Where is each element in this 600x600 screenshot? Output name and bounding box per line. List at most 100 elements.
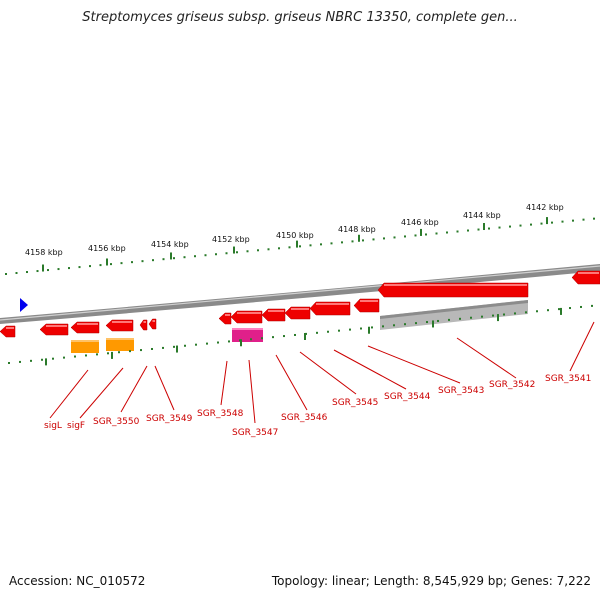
- gene-shine: [578, 272, 599, 274]
- ruler-dot: [509, 225, 511, 228]
- ruler-dot: [225, 252, 228, 255]
- orange-feature[interactable]: [71, 340, 99, 353]
- lower-track-dot: [536, 310, 538, 313]
- ruler-dot: [215, 253, 217, 256]
- page-title: Streptomyces griseus subsp. griseus NBRC…: [82, 10, 518, 25]
- gene-label[interactable]: SGR_3542: [489, 380, 535, 390]
- gene-shine: [237, 312, 261, 314]
- ruler-label: 4158 kbp: [25, 248, 63, 257]
- ruler-dot: [572, 219, 574, 222]
- ruler-dot: [414, 234, 417, 237]
- summary-text: Topology: linear; Length: 8,545,929 bp; …: [271, 574, 591, 588]
- pink-feature[interactable]: [232, 328, 263, 342]
- feature-shine: [106, 338, 134, 340]
- lower-track-dot: [525, 311, 527, 314]
- ruler-dot: [194, 255, 196, 258]
- ruler-major-tick: [296, 240, 298, 248]
- ruler-dot: [299, 245, 301, 248]
- lower-track-dot: [85, 354, 87, 357]
- gene-label[interactable]: SGR_3547: [232, 428, 278, 438]
- lower-track-dot: [283, 335, 285, 338]
- ruler-dot: [446, 231, 448, 234]
- ruler-dot: [267, 248, 270, 251]
- accession-text: Accession: NC_010572: [9, 574, 146, 588]
- ruler-label: 4156 kbp: [88, 244, 126, 253]
- lower-track-dot: [393, 324, 395, 327]
- gene-label-leader: [49, 369, 89, 419]
- lower-track-dot: [118, 351, 120, 354]
- lower-track-tick: [45, 358, 47, 366]
- ruler-dot: [435, 232, 438, 235]
- lower-track-dot: [151, 347, 153, 350]
- gene-shine: [268, 310, 284, 312]
- gene-shine: [6, 327, 14, 329]
- lower-track-dot: [492, 314, 494, 317]
- gene-shine: [291, 308, 309, 310]
- gene-label[interactable]: SGR_3545: [332, 398, 378, 408]
- gene-label-leader: [333, 349, 407, 390]
- gene-shine: [360, 300, 378, 302]
- gene-shine: [46, 325, 67, 327]
- lower-track-dot: [217, 341, 219, 344]
- gene-shine: [384, 284, 527, 286]
- lower-track-tick: [497, 314, 499, 322]
- lower-track-dot: [162, 346, 164, 349]
- gene-label[interactable]: SGR_3541: [545, 374, 591, 384]
- gene-label[interactable]: SGR_3543: [438, 386, 484, 396]
- gene-label-leader: [367, 345, 461, 384]
- ruler-dot: [141, 260, 144, 263]
- ruler-dot: [288, 246, 291, 249]
- lower-track-dot: [173, 345, 175, 348]
- ruler-dot: [561, 220, 564, 223]
- ruler-dot: [173, 257, 175, 260]
- gene-label[interactable]: SGR_3548: [197, 409, 244, 419]
- gene-arrow[interactable]: [309, 301, 351, 316]
- ruler-dot: [183, 256, 186, 259]
- gene-label-leader: [275, 354, 308, 411]
- lower-track-dot: [107, 352, 109, 355]
- gene-shine: [152, 320, 155, 322]
- ruler-dot: [341, 241, 343, 244]
- ruler-dot: [582, 218, 585, 221]
- ruler-major-tick: [546, 217, 548, 225]
- ruler-dot: [519, 224, 522, 227]
- ruler-label: 4146 kbp: [401, 218, 439, 227]
- origin-marker-icon[interactable]: [20, 298, 28, 312]
- lower-track-dot: [294, 333, 296, 336]
- gene-label-leader: [120, 365, 148, 413]
- ruler-major-tick: [483, 223, 485, 231]
- lower-track-dot: [206, 342, 208, 345]
- gene-label[interactable]: SGR_3549: [146, 414, 193, 424]
- orange-feature[interactable]: [106, 338, 134, 351]
- gene-label[interactable]: SGR_3544: [384, 392, 431, 402]
- gene-arrow[interactable]: [353, 298, 380, 313]
- gene-label[interactable]: sigL: [44, 421, 62, 431]
- ruler-dot: [540, 222, 543, 225]
- ruler-major-tick: [420, 228, 422, 236]
- lower-track-dot: [338, 329, 340, 332]
- lower-track-dot: [448, 318, 450, 321]
- lower-track-tick: [432, 320, 434, 328]
- lower-track-dot: [558, 308, 560, 311]
- lower-track-tick: [240, 339, 242, 347]
- gene-arrow[interactable]: [571, 270, 600, 285]
- gene-label[interactable]: sigF: [67, 421, 85, 431]
- lower-track-dot: [569, 307, 571, 310]
- ruler-dot: [162, 258, 165, 261]
- ruler-major-tick: [106, 258, 108, 266]
- ruler-dot: [330, 242, 333, 245]
- ruler-dot: [78, 266, 81, 269]
- ruler-dot: [320, 243, 322, 246]
- gene-shine: [77, 323, 98, 325]
- ruler-dot: [467, 229, 469, 232]
- lower-track-dot: [63, 356, 65, 359]
- lower-track-dot: [195, 343, 197, 346]
- ruler-dot: [404, 235, 406, 238]
- gene-label[interactable]: SGR_3546: [281, 413, 328, 423]
- gene-label[interactable]: SGR_3550: [93, 417, 140, 427]
- gene-arrow[interactable]: [377, 282, 529, 298]
- ruler-dot: [362, 239, 364, 242]
- ruler-dot: [110, 263, 112, 266]
- lower-track-dot: [481, 315, 483, 318]
